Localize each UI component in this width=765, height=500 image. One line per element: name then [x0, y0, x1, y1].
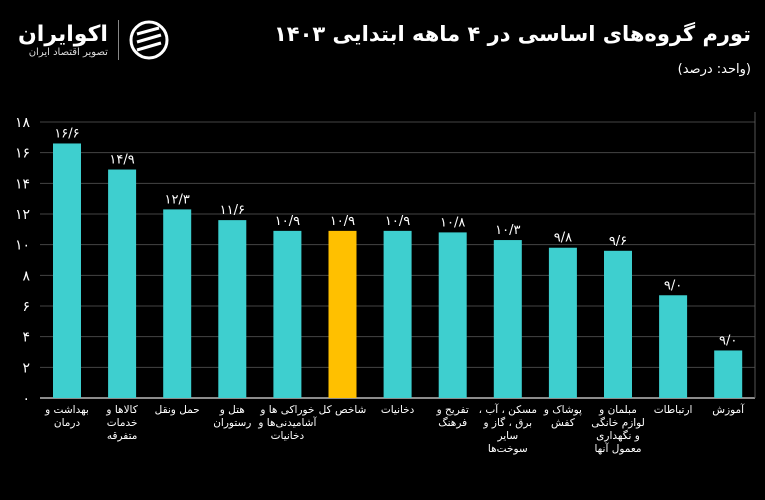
data-label: ۱۲/۳ — [165, 192, 190, 207]
y-tick-label: ۴ — [22, 330, 30, 346]
bar — [328, 230, 357, 398]
chart-title: تورم گروه‌های اساسی در ۴ ماهه ابتدایی ۱۴… — [273, 22, 751, 46]
x-tick-label: مبلمان و لوازم خانگی و نگهداری معمول آنه… — [591, 404, 645, 455]
bar — [163, 209, 192, 398]
x-tick-label: پوشاک و کفش — [543, 404, 582, 429]
logo-name: اکوایران — [18, 22, 108, 47]
bar — [714, 350, 743, 398]
x-tick-label: بهداشت و درمان — [45, 404, 89, 429]
data-label: ۱۶/۶ — [54, 126, 79, 141]
data-label: ۹/۶ — [609, 234, 627, 249]
x-tick-label: آموزش — [712, 404, 745, 416]
bar — [53, 143, 81, 398]
data-label: ۹/۰ — [719, 333, 737, 348]
data-label: ۱۰/۳ — [495, 223, 520, 238]
data-label: ۱۰/۹ — [385, 214, 410, 229]
x-tick-label: ارتباطات — [653, 404, 693, 416]
logo: اکوایران تصویر اقتصاد ایران — [18, 20, 169, 60]
y-tick-label: ۸ — [22, 268, 30, 284]
data-label: ۱۰/۹ — [275, 214, 300, 229]
logo-tagline: تصویر اقتصاد ایران — [28, 47, 108, 58]
bar — [604, 250, 632, 398]
x-tick-label: هتل و رستوران — [213, 404, 252, 429]
data-label: ۱۰/۹ — [330, 214, 355, 229]
bar — [659, 295, 688, 398]
x-tick-label: حمل ونقل — [154, 404, 200, 416]
logo-divider — [117, 20, 119, 60]
bar — [438, 232, 467, 398]
y-tick-label: ۱۴ — [15, 176, 30, 192]
y-tick-label: ۱۶ — [15, 146, 30, 162]
x-tick-label: شاخص کل — [318, 404, 367, 416]
data-label: ۱۱/۶ — [220, 203, 245, 218]
x-tick-label: دخانیات — [380, 404, 415, 416]
bar — [108, 169, 137, 398]
bar — [548, 247, 577, 398]
y-tick-label: ۱۲ — [15, 207, 30, 223]
y-tick-label: ۰ — [22, 391, 30, 407]
bar — [383, 230, 412, 398]
x-tick-label: مسکن ، آب ، برق ، گاز و سایر سوخت‌ها — [478, 404, 537, 455]
logo-icon — [129, 20, 169, 60]
y-tick-label: ۱۸ — [15, 115, 31, 131]
data-label: ۱۴/۹ — [109, 153, 134, 168]
bar — [493, 240, 522, 398]
bar — [273, 230, 302, 398]
y-tick-label: ۱۰ — [15, 238, 30, 254]
bar — [218, 220, 247, 398]
y-tick-label: ۲ — [22, 360, 30, 376]
y-tick-label: ۶ — [22, 299, 30, 315]
data-label: ۹/۸ — [554, 231, 572, 246]
unit-label: (واحد: درصد) — [677, 62, 751, 77]
x-tick-label: تفریح و فرهنگ — [436, 404, 469, 429]
data-label: ۱۰/۸ — [440, 215, 465, 230]
x-tick-label: کالاها و خدمات متفرقه — [106, 404, 138, 442]
x-tick-label: خوراکی ها و آشامیدنی‌ها و دخانیات — [258, 404, 317, 442]
data-label: ۹/۰ — [664, 278, 682, 293]
